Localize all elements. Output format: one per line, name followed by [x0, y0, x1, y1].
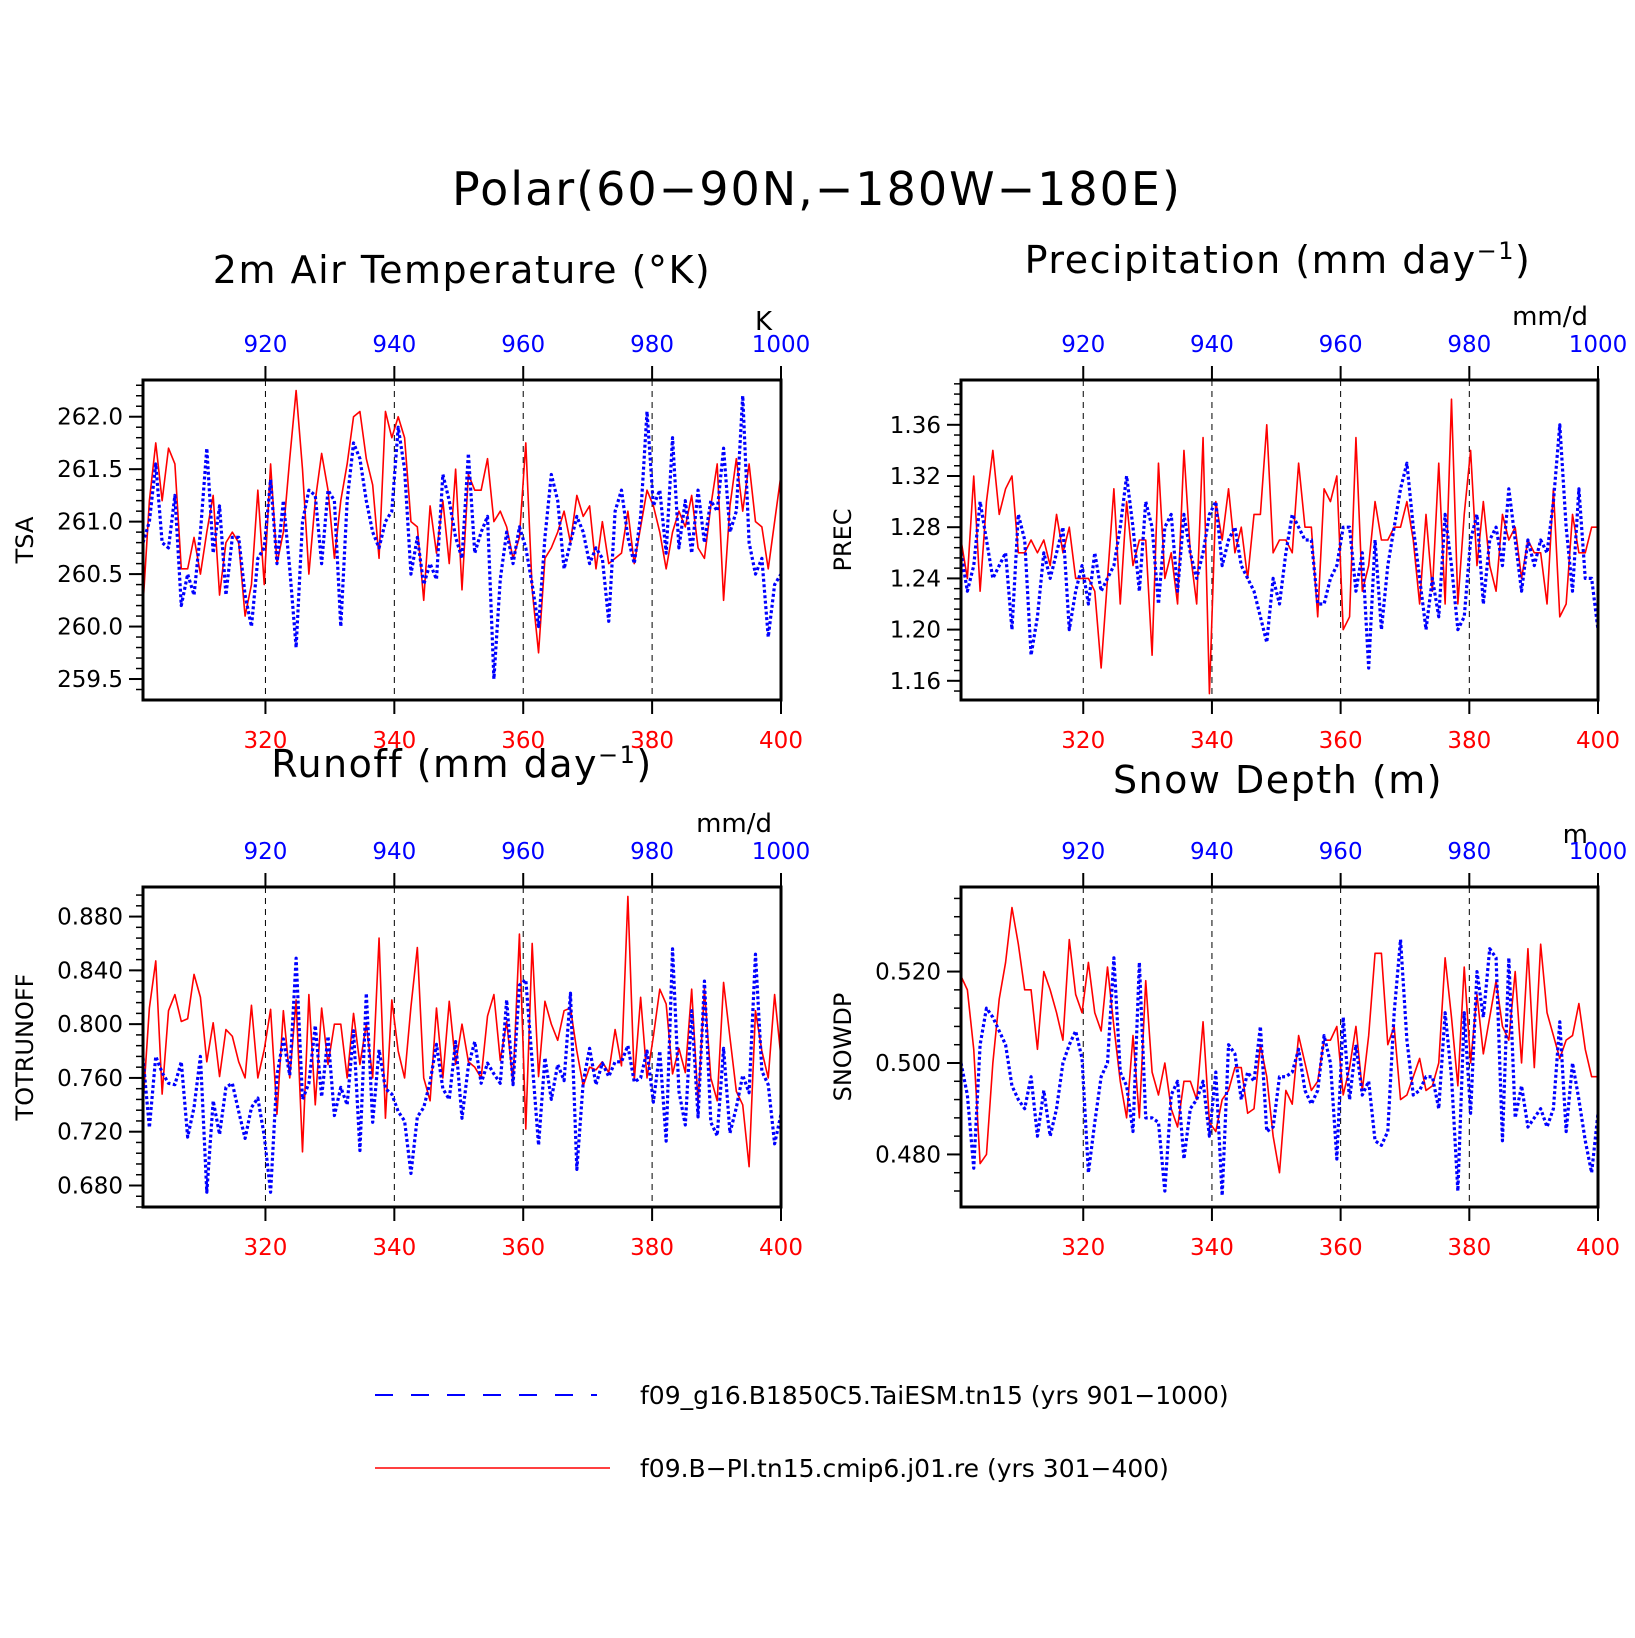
y-tick-label: 0.760: [57, 1066, 123, 1092]
panel-title: Runoff (mm day−1): [271, 741, 653, 786]
panel-tsa: 2m Air Temperature (°K) K 259.5 260.0 260.5 2…: [11, 248, 810, 754]
legend-label-blue: f09_g16.B1850C5.TaiESM.tn15 (yrs 901−100…: [640, 1381, 1229, 1410]
panel-unit: K: [755, 307, 773, 337]
x-top-tick-label: 920: [243, 332, 287, 358]
x-top-tick-label: 1000: [1569, 839, 1628, 865]
y-tick-label: 0.880: [57, 905, 123, 931]
x-top-tick-label: 940: [372, 332, 416, 358]
series-line-blue: [141, 394, 783, 681]
panel-title-superscript: −1: [1477, 237, 1515, 265]
x-bottom-tick-label: 340: [1190, 1235, 1234, 1261]
x-top-tick-label: 920: [1061, 332, 1105, 358]
plot-frame: [141, 885, 783, 1209]
x-bottom-tick-label: 360: [501, 1235, 545, 1261]
x-top-tick-label: 1000: [752, 332, 811, 358]
x-top-tick-label: 920: [243, 839, 287, 865]
y-tick-label: 0.800: [57, 1012, 123, 1038]
y-tick-label: 1.36: [890, 413, 941, 439]
y-tick-label: 1.32: [890, 464, 941, 490]
panel-unit: mm/d: [1512, 302, 1588, 332]
panel-title-end: ): [636, 742, 652, 786]
y-tick-label: 260.0: [57, 615, 123, 641]
y-tick-label: 259.5: [57, 667, 123, 693]
series-line-red: [960, 398, 1598, 695]
panel-title: 2m Air Temperature (°K): [213, 248, 711, 292]
plot-frame: [141, 378, 783, 702]
x-bottom-tick-label: 360: [1319, 728, 1363, 754]
panel-title: Precipitation (mm day−1): [1025, 237, 1532, 282]
y-tick-label: 261.5: [57, 457, 123, 483]
y-tick-label: 1.20: [890, 618, 941, 644]
series-line-red: [960, 906, 1598, 1174]
x-bottom-tick-label: 400: [759, 1235, 803, 1261]
panel-unit: mm/d: [696, 809, 772, 839]
y-tick-label: 0.520: [875, 960, 941, 986]
x-bottom-tick-label: 380: [1447, 728, 1491, 754]
y-axis-label: TSA: [11, 516, 39, 564]
x-top-tick-label: 1000: [1569, 332, 1628, 358]
x-top-tick-label: 960: [1319, 839, 1363, 865]
x-bottom-tick-label: 380: [630, 1235, 674, 1261]
x-top-tick-label: 960: [1319, 332, 1363, 358]
x-top-tick-label: 980: [630, 839, 674, 865]
figure-title: Polar(60−90N,−180W−180E): [452, 162, 1182, 216]
y-tick-label: 261.0: [57, 510, 123, 536]
panels: 2m Air Temperature (°K) K 259.5 260.0 260.5 2…: [11, 237, 1627, 1261]
x-top-tick-label: 920: [1061, 839, 1105, 865]
panel-title: Snow Depth (m): [1113, 758, 1443, 802]
x-bottom-tick-label: 360: [501, 728, 545, 754]
x-top-tick-label: 980: [630, 332, 674, 358]
plot-frame: [959, 378, 1600, 702]
y-tick-label: 0.720: [57, 1120, 123, 1146]
panel-prec: Precipitation (mm day−1) mm/d 1.16 1.20 1.24…: [829, 237, 1627, 754]
x-top-tick-label: 940: [1190, 839, 1234, 865]
y-tick-label: 1.16: [890, 669, 941, 695]
y-axis-label: TOTRUNOFF: [11, 974, 39, 1122]
x-bottom-tick-label: 320: [243, 1235, 287, 1261]
y-tick-label: 0.680: [57, 1173, 123, 1199]
series-line-red: [142, 389, 782, 654]
x-top-tick-label: 960: [501, 839, 545, 865]
x-bottom-tick-label: 380: [630, 728, 674, 754]
x-bottom-tick-label: 400: [759, 728, 803, 754]
x-bottom-tick-label: 320: [243, 728, 287, 754]
panel-title-superscript: −1: [598, 741, 636, 769]
y-tick-label: 0.840: [57, 958, 123, 984]
x-top-tick-label: 940: [1190, 332, 1234, 358]
x-top-tick-label: 960: [501, 332, 545, 358]
x-top-tick-label: 1000: [752, 839, 811, 865]
x-bottom-tick-label: 380: [1447, 1235, 1491, 1261]
y-axis-label: PREC: [829, 508, 857, 571]
x-bottom-tick-label: 340: [1190, 728, 1234, 754]
series-line-blue: [959, 423, 1600, 670]
x-bottom-tick-label: 400: [1576, 1235, 1620, 1261]
y-tick-label: 0.480: [875, 1142, 941, 1168]
series-line-blue: [141, 947, 783, 1194]
x-bottom-tick-label: 320: [1061, 1235, 1105, 1261]
x-top-tick-label: 940: [372, 839, 416, 865]
x-bottom-tick-label: 340: [372, 1235, 416, 1261]
legend: f09_g16.B1850C5.TaiESM.tn15 (yrs 901−100…: [375, 1381, 1229, 1483]
panel-totrunoff: Runoff (mm day−1) mm/d 0.680 0.720 0.760 0.80…: [11, 741, 810, 1261]
series-line-blue: [959, 937, 1600, 1198]
y-tick-label: 0.500: [875, 1051, 941, 1077]
x-top-tick-label: 980: [1447, 332, 1491, 358]
x-bottom-tick-label: 400: [1576, 728, 1620, 754]
y-tick-label: 260.5: [57, 562, 123, 588]
y-tick-label: 1.28: [890, 515, 941, 541]
plot-frame: [959, 885, 1600, 1209]
panel-title-end: ): [1515, 238, 1531, 282]
series-line-red: [142, 895, 782, 1168]
x-top-tick-label: 980: [1447, 839, 1491, 865]
x-bottom-tick-label: 360: [1319, 1235, 1363, 1261]
x-bottom-tick-label: 320: [1061, 728, 1105, 754]
y-tick-label: 1.24: [890, 566, 941, 592]
x-bottom-tick-label: 340: [372, 728, 416, 754]
y-axis-label: SNOWDP: [829, 993, 857, 1102]
panel-unit: m: [1563, 820, 1588, 850]
legend-label-red: f09.B−PI.tn15.cmip6.j01.re (yrs 301−400): [640, 1454, 1169, 1483]
y-tick-label: 262.0: [57, 405, 123, 431]
panel-snowdp: Snow Depth (m) m 0.480 0.500 0.520 SNOWDP 320 3…: [829, 758, 1627, 1261]
